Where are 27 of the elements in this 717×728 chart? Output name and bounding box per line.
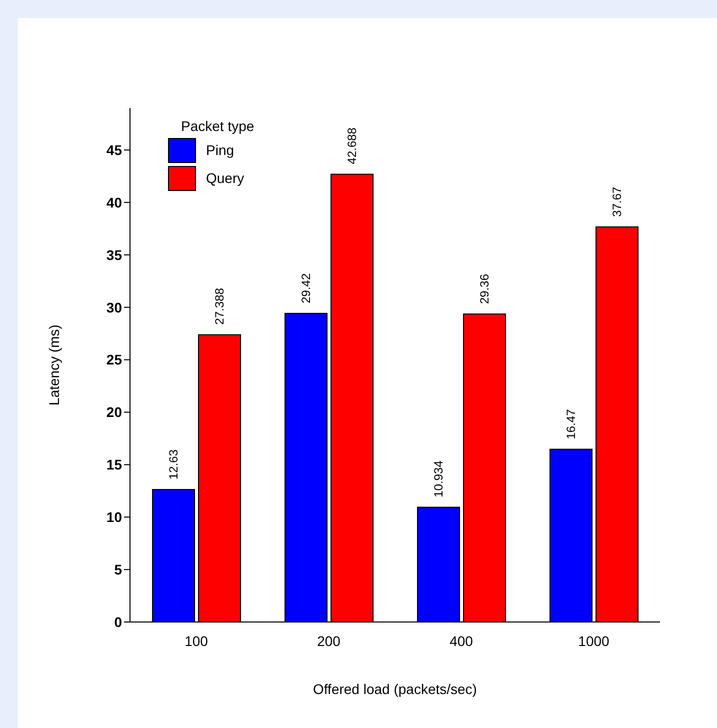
y-tick-label: 10 [106,509,122,526]
data-label: 12.63 [166,449,181,480]
legend-label: Ping [206,142,234,158]
data-label: 37.67 [610,186,624,217]
data-label: 42.688 [345,127,360,164]
y-tick-label: 40 [106,194,122,210]
data-label: 16.47 [564,408,578,440]
data-label: 29.42 [299,273,314,304]
y-tick-label: 5 [114,562,122,578]
legend-title: Packet type [181,118,254,134]
y-tick-label: 20 [106,404,122,420]
legend-label: Query [206,170,244,186]
x-axis-title: Offered load (packets/sec) [313,681,477,697]
y-tick-label: 15 [106,456,122,473]
data-label: 10.934 [432,460,446,498]
y-tick-label: 45 [106,142,122,158]
y-tick-label: 25 [106,352,122,368]
y-axis-title: Latency (ms) [46,324,62,406]
x-tick-label: 200 [317,632,341,649]
y-tick-label: 30 [106,299,122,316]
y-tick-label: 35 [106,246,122,263]
x-tick-label: 100 [184,632,208,649]
x-tick-label: 1000 [578,632,610,649]
data-label: 29.36 [478,274,492,304]
data-label: 27.388 [212,288,227,325]
x-tick-label: 400 [450,632,474,649]
y-tick-label: 0 [114,614,122,630]
